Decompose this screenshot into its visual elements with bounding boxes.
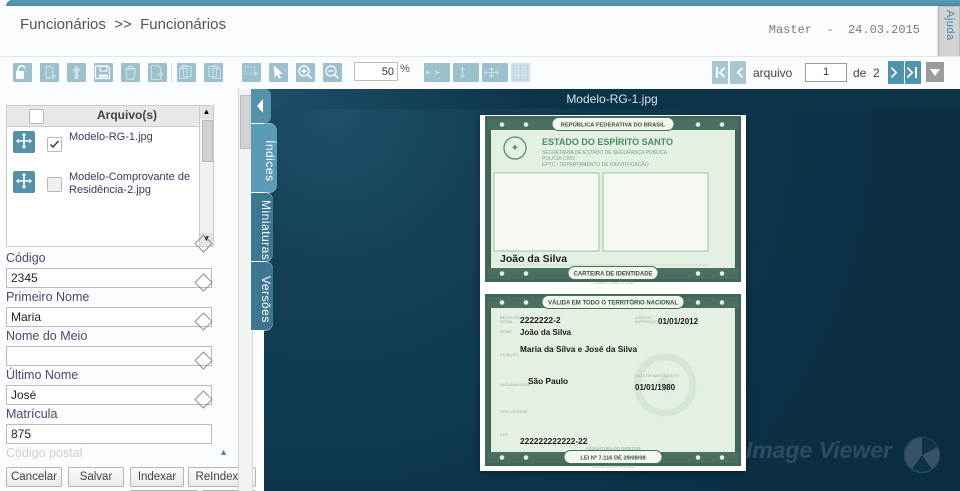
svg-text:NOME: NOME [500, 329, 512, 334]
svg-text:✦: ✦ [511, 143, 519, 154]
svg-text:DOC. ORIGEM: DOC. ORIGEM [500, 409, 527, 414]
svg-text:Maria da Silva e José da Silva: Maria da Silva e José da Silva [520, 344, 638, 354]
svg-text:VÁLIDA EM TODO O TERRITÓRIO NA: VÁLIDA EM TODO O TERRITÓRIO NACIONAL [548, 299, 678, 307]
svg-text:João da Silva: João da Silva [520, 328, 572, 337]
svg-text:DIBENS BRASIL & NOME: DIBENS BRASIL & NOME [592, 465, 635, 469]
svg-text:EPTC / DEPARTAMENTO DE IDENTIF: EPTC / DEPARTAMENTO DE IDENTIFICAÇÃO [542, 161, 649, 168]
svg-text:CARTEIRA DE IDENTIDADE: CARTEIRA DE IDENTIDADE [573, 272, 652, 278]
svg-text:NATURALIDADE: NATURALIDADE [500, 382, 531, 387]
svg-text:CPF: CPF [500, 432, 509, 437]
svg-text:ESTADO DO ESPÍRITO SANTO: ESTADO DO ESPÍRITO SANTO [542, 137, 673, 147]
svg-text:222222222222-22: 222222222222-22 [520, 436, 588, 446]
svg-text:REPÚBLICA FEDERATIVA DO BRASIL: REPÚBLICA FEDERATIVA DO BRASIL [561, 121, 666, 128]
svg-text:01/01/1980: 01/01/1980 [635, 383, 676, 392]
svg-text:01/01/2012: 01/01/2012 [658, 317, 699, 326]
svg-text:LEI Nº 7.116 DE 29/08/08: LEI Nº 7.116 DE 29/08/08 [580, 456, 645, 462]
svg-text:São Paulo: São Paulo [528, 376, 568, 386]
svg-text:DATA DE NASCIMENTO: DATA DE NASCIMENTO [635, 373, 679, 378]
svg-text:FILIAÇÃO: FILIAÇÃO [500, 352, 518, 357]
svg-text:GERAL: GERAL [500, 319, 514, 324]
svg-text:EXPEDIÇÃO: EXPEDIÇÃO [635, 319, 658, 324]
svg-text:FORMATO DIRC 1 IDBE: FORMATO DIRC 1 IDBE [591, 280, 636, 285]
svg-text:João da Silva: João da Silva [500, 253, 567, 265]
svg-text:2222222-2: 2222222-2 [520, 315, 561, 325]
